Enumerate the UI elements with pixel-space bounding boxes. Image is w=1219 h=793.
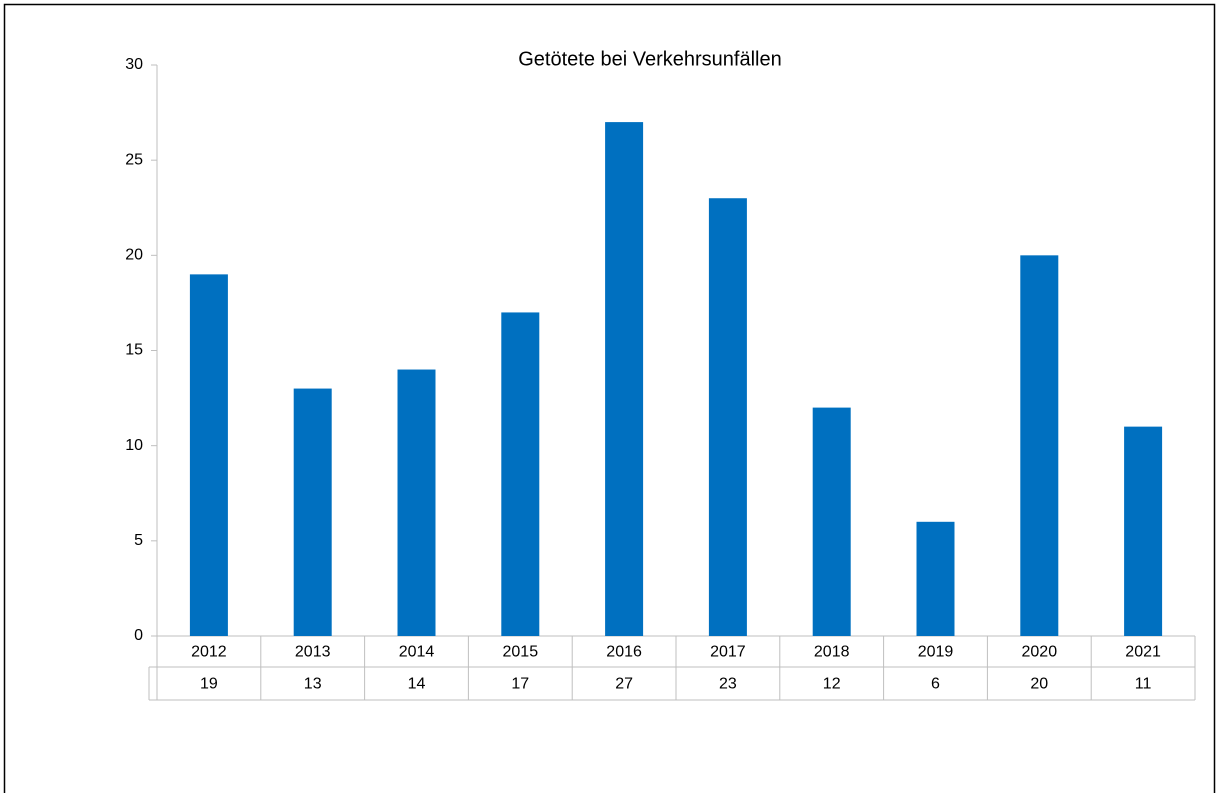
bar [708, 198, 747, 636]
y-tick-label: 10 [125, 437, 143, 454]
bar [1124, 426, 1163, 636]
table-value: 11 [1135, 676, 1152, 693]
table-value: 27 [615, 676, 633, 693]
y-tick-label: 5 [134, 532, 143, 549]
x-tick-label: 2017 [710, 644, 746, 661]
bar [1020, 255, 1059, 637]
table-value: 19 [200, 676, 218, 693]
bar [812, 407, 851, 636]
x-tick-label: 2021 [1125, 644, 1161, 661]
table-value: 17 [511, 676, 529, 693]
chart-title: Getötete bei Verkehrsunfällen [518, 48, 782, 70]
table-value: 23 [719, 676, 737, 693]
x-tick-label: 2015 [503, 644, 539, 661]
bar [189, 274, 228, 636]
y-tick-label: 15 [125, 342, 143, 359]
bar [397, 369, 436, 636]
x-tick-label: 2019 [918, 644, 954, 661]
y-tick-label: 30 [125, 56, 143, 73]
y-tick-label: 25 [125, 151, 143, 168]
bar [293, 388, 332, 636]
table-value: 20 [1030, 676, 1048, 693]
table-value: 13 [304, 676, 322, 693]
bar [916, 521, 955, 636]
bar [605, 122, 644, 637]
frame [3, 3, 1216, 793]
table-value: 14 [408, 676, 426, 693]
x-tick-label: 2016 [606, 644, 642, 661]
x-tick-label: 2020 [1022, 644, 1058, 661]
y-tick-label: 0 [134, 627, 143, 644]
x-tick-label: 2014 [399, 644, 435, 661]
x-tick-label: 2018 [814, 644, 850, 661]
table-value: 6 [931, 676, 940, 693]
x-tick-label: 2012 [191, 644, 227, 661]
table-value: 12 [823, 676, 841, 693]
y-tick-label: 20 [125, 247, 143, 264]
x-tick-label: 2013 [295, 644, 331, 661]
bar [501, 312, 540, 636]
